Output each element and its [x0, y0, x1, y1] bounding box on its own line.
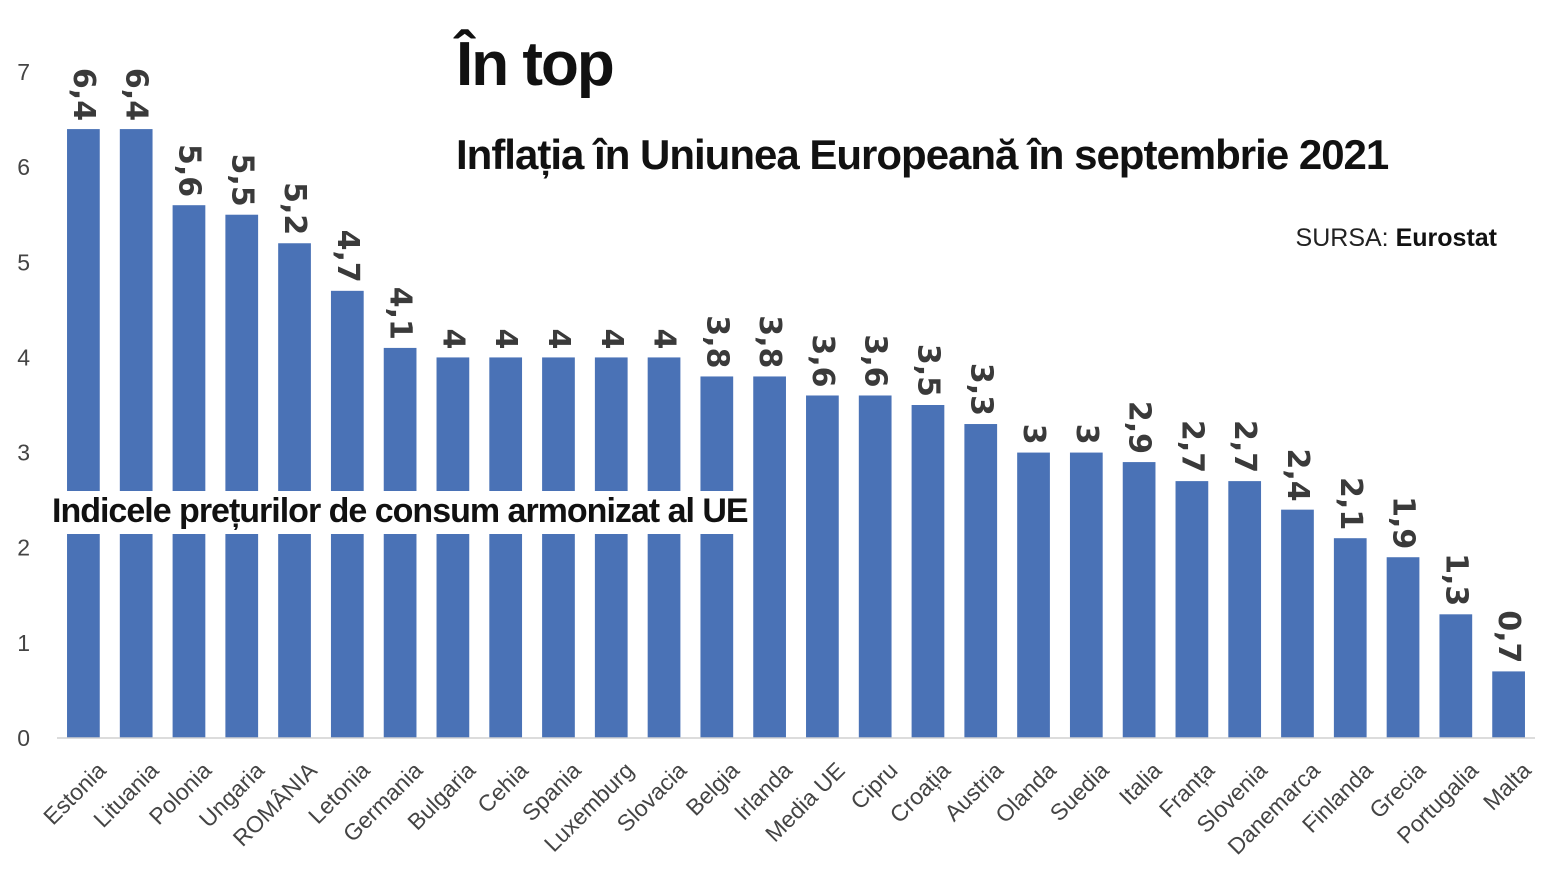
value-label: 4,7 — [330, 230, 365, 283]
bar — [753, 376, 786, 738]
y-axis-ticks: 0 1 2 3 4 5 6 7 — [17, 59, 30, 751]
bar — [1017, 452, 1050, 738]
bar — [383, 347, 417, 738]
y-tick-label: 7 — [17, 59, 30, 85]
chart-annotation: Indicele prețurilor de consum armonizat … — [50, 491, 752, 535]
bar — [119, 129, 153, 739]
value-label: 6,4 — [119, 68, 154, 121]
value-label: 2,7 — [1227, 420, 1262, 473]
bar — [594, 357, 628, 738]
x-tick-label: Olanda — [990, 757, 1061, 828]
value-label: 2,7 — [1174, 420, 1209, 473]
bar — [647, 357, 681, 738]
value-label: 4 — [435, 329, 470, 350]
value-label: 3 — [1016, 424, 1051, 445]
value-label: 4 — [594, 329, 629, 350]
bar — [1069, 452, 1103, 738]
value-label: 3,8 — [699, 315, 734, 368]
x-axis-labels: EstoniaLituaniaPoloniaUngariaROMÂNIALeto… — [38, 757, 1536, 860]
bar — [1281, 509, 1314, 738]
value-label: 3,5 — [910, 344, 945, 397]
bar — [858, 395, 892, 738]
value-label: 2,9 — [1122, 401, 1157, 454]
bar — [1175, 481, 1209, 738]
x-tick-label: Croația — [885, 757, 956, 828]
bar — [700, 376, 734, 738]
bar — [489, 357, 523, 738]
bar — [1228, 481, 1262, 738]
bar — [436, 357, 470, 738]
x-tick-label: Malta — [1478, 757, 1536, 815]
value-label: 3,8 — [752, 315, 787, 368]
bar — [542, 357, 575, 738]
value-label: 4 — [647, 329, 682, 350]
bars — [67, 129, 1525, 739]
source-credit: SURSA: Eurostat — [1296, 226, 1497, 251]
bar — [1386, 557, 1420, 738]
source-name: Eurostat — [1395, 224, 1497, 252]
y-tick-label: 2 — [17, 535, 30, 561]
y-tick-label: 3 — [17, 440, 30, 466]
value-labels: 6,4 6,45,6 5,55,24,74,1 4 4 4 4 4 3,8 3,8 3,6 3,6 3,… — [66, 68, 1526, 663]
y-tick-label: 1 — [17, 630, 30, 656]
bar — [1492, 671, 1525, 738]
bar — [964, 424, 998, 738]
source-label: SURSA: — [1295, 224, 1389, 252]
y-tick-label: 6 — [17, 154, 30, 180]
value-label: 1,3 — [1438, 553, 1473, 606]
chart-title: În top — [456, 30, 615, 99]
value-label: 3,6 — [805, 334, 840, 387]
bar — [172, 205, 206, 738]
value-label: 0,7 — [1491, 610, 1526, 663]
value-label: 2,4 — [1280, 449, 1315, 502]
value-label: 4 — [488, 329, 523, 350]
y-tick-label: 5 — [17, 249, 30, 275]
x-tick-label: Suedia — [1045, 757, 1114, 826]
value-label: 2,1 — [1333, 477, 1368, 530]
value-label: 6,4 — [66, 68, 101, 121]
value-label: 4 — [541, 329, 576, 350]
value-label: 5,2 — [277, 182, 312, 235]
bar — [1122, 462, 1156, 738]
bar — [278, 243, 311, 738]
bar — [225, 214, 259, 738]
chart-subtitle: Inflația în Uniunea Europeană în septemb… — [456, 131, 1389, 178]
value-label: 3 — [1069, 424, 1104, 445]
value-label: 3,6 — [858, 334, 893, 387]
value-label: 4,1 — [383, 287, 418, 340]
y-tick-label: 0 — [17, 725, 30, 751]
bar — [67, 129, 100, 739]
y-tick-label: 4 — [17, 344, 30, 370]
value-label: 5,6 — [171, 144, 206, 197]
bar — [806, 395, 839, 738]
value-label: 5,5 — [224, 154, 259, 207]
bar — [911, 405, 945, 738]
bar — [1439, 614, 1473, 738]
value-label: 3,3 — [963, 363, 998, 416]
bar — [1333, 538, 1367, 738]
value-label: 1,9 — [1386, 496, 1421, 549]
